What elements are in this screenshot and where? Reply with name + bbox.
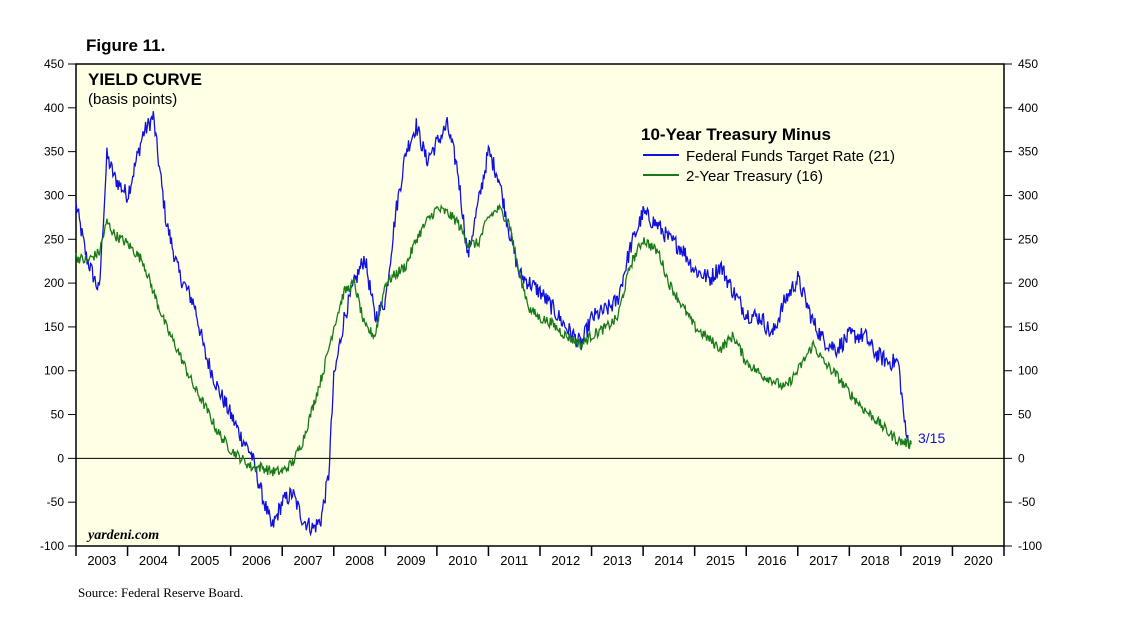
y-tick-label-left-50: 50 xyxy=(51,408,65,422)
chart-title: YIELD CURVE xyxy=(88,70,202,89)
x-tick-label-2008: 2008 xyxy=(345,553,374,568)
x-tick-label-2012: 2012 xyxy=(551,553,580,568)
y-tick-label-right-300: 300 xyxy=(1018,188,1038,202)
x-tick-label-2009: 2009 xyxy=(397,553,426,568)
x-axis: 2003 2004 2005 2006 2007 2008 2009 2010 2011 2012… xyxy=(75,546,1005,568)
x-tick-label-2020: 2020 xyxy=(964,553,993,568)
y-tick-label-right-150: 150 xyxy=(1018,320,1038,334)
legend-title: 10-Year Treasury Minus xyxy=(641,125,831,144)
x-tick-label-2006: 2006 xyxy=(242,553,271,568)
y-tick-label-left-100: 100 xyxy=(44,364,64,378)
plot-area xyxy=(75,63,1005,547)
y-axis-right: -100 -50 0 50 100 150 200 250 300 350 400 450 xyxy=(1004,57,1042,553)
y-tick-label-left-200: 200 xyxy=(44,276,64,290)
legend-label-fed-funds: Federal Funds Target Rate (21) xyxy=(686,148,895,165)
y-tick-label-left-350: 350 xyxy=(44,145,64,159)
x-tick-label-2010: 2010 xyxy=(448,553,477,568)
x-tick-label-2013: 2013 xyxy=(603,553,632,568)
x-tick-label-2004: 2004 xyxy=(139,553,168,568)
x-tick-label-2019: 2019 xyxy=(912,553,941,568)
y-tick-label-right-50: 50 xyxy=(1018,408,1032,422)
x-tick-label-2016: 2016 xyxy=(758,553,787,568)
legend-label-2yr: 2-Year Treasury (16) xyxy=(686,168,823,185)
y-tick-label-left-250: 250 xyxy=(44,232,64,246)
series-line-2yr-treasury xyxy=(75,203,912,477)
y-tick-label-right-200: 200 xyxy=(1018,276,1038,290)
x-tick-label-2007: 2007 xyxy=(294,553,323,568)
source-note: Source: Federal Reserve Board. xyxy=(78,585,244,600)
y-tick-label-left-450: 450 xyxy=(44,57,64,71)
x-tick-label-2005: 2005 xyxy=(190,553,219,568)
x-tick-label-2017: 2017 xyxy=(809,553,838,568)
y-tick-label-right-400: 400 xyxy=(1018,101,1038,115)
y-tick-label-right-100: 100 xyxy=(1018,364,1038,378)
y-tick-label-right-250: 250 xyxy=(1018,232,1038,246)
y-tick-label-right-450: 450 xyxy=(1018,57,1038,71)
chart-subtitle: (basis points) xyxy=(88,91,177,108)
x-tick-label-2015: 2015 xyxy=(706,553,735,568)
figure-label: Figure 11. xyxy=(86,36,166,55)
x-tick-label-2014: 2014 xyxy=(654,553,683,568)
y-tick-label-right-350: 350 xyxy=(1018,145,1038,159)
x-tick-label-2003: 2003 xyxy=(87,553,116,568)
y-tick-label-left-300: 300 xyxy=(44,188,64,202)
y-axis-left: -100 -50 0 50 100 150 200 250 300 350 400 450 xyxy=(40,57,76,553)
y-tick-label-left-neg100: -100 xyxy=(40,539,64,553)
end-annotation: 3/15 xyxy=(918,430,945,446)
y-tick-label-left-neg50: -50 xyxy=(47,495,65,509)
y-tick-label-left-0: 0 xyxy=(57,451,64,465)
y-tick-label-right-0: 0 xyxy=(1018,451,1025,465)
y-tick-label-right-neg100: -100 xyxy=(1018,539,1042,553)
y-tick-label-right-neg50: -50 xyxy=(1018,495,1036,509)
y-tick-label-left-400: 400 xyxy=(44,101,64,115)
series-line-fed-funds xyxy=(75,111,912,537)
watermark: yardeni.com xyxy=(86,528,159,543)
x-tick-label-2018: 2018 xyxy=(861,553,890,568)
y-tick-label-left-150: 150 xyxy=(44,320,64,334)
x-tick-label-2011: 2011 xyxy=(500,553,528,568)
series-group xyxy=(75,111,912,537)
